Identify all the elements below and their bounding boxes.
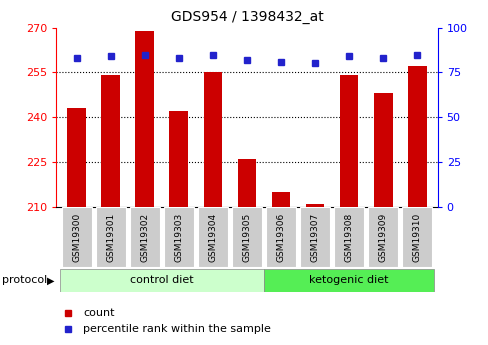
Bar	[265, 207, 295, 267]
Bar	[60, 269, 264, 292]
Bar	[198, 207, 227, 267]
Text: count: count	[83, 308, 114, 317]
Text: GSM19308: GSM19308	[344, 213, 353, 262]
Bar	[367, 207, 397, 267]
Bar	[300, 207, 329, 267]
Bar	[237, 159, 256, 207]
Bar	[135, 31, 154, 207]
Text: percentile rank within the sample: percentile rank within the sample	[83, 324, 270, 334]
Text: GSM19307: GSM19307	[310, 213, 319, 262]
Bar	[203, 72, 222, 207]
Bar	[402, 207, 431, 267]
Text: ▶: ▶	[47, 275, 55, 285]
Text: GSM19304: GSM19304	[208, 213, 217, 262]
Bar	[271, 192, 290, 207]
Bar	[231, 207, 262, 267]
Bar	[407, 67, 426, 207]
Text: GSM19306: GSM19306	[276, 213, 285, 262]
Bar	[96, 207, 125, 267]
Text: GSM19310: GSM19310	[412, 213, 421, 262]
Bar	[101, 76, 120, 207]
Bar	[373, 93, 392, 207]
Text: GSM19309: GSM19309	[378, 213, 387, 262]
Text: GSM19302: GSM19302	[140, 213, 149, 262]
Bar	[61, 207, 91, 267]
Bar	[67, 108, 86, 207]
Text: GSM19305: GSM19305	[242, 213, 251, 262]
Bar	[169, 111, 188, 207]
Text: control diet: control diet	[130, 275, 193, 285]
Title: GDS954 / 1398432_at: GDS954 / 1398432_at	[170, 10, 323, 24]
Bar	[339, 76, 358, 207]
Text: GSM19303: GSM19303	[174, 213, 183, 262]
Bar	[264, 269, 433, 292]
Bar	[129, 207, 160, 267]
Text: GSM19301: GSM19301	[106, 213, 115, 262]
Text: ketogenic diet: ketogenic diet	[309, 275, 388, 285]
Bar	[305, 204, 324, 207]
Text: protocol: protocol	[2, 275, 48, 285]
Text: GSM19300: GSM19300	[72, 213, 81, 262]
Bar	[163, 207, 193, 267]
Bar	[333, 207, 364, 267]
